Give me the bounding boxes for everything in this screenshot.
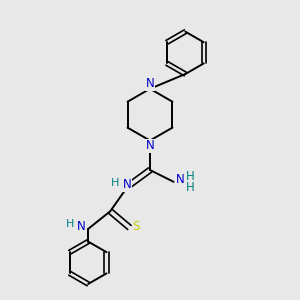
Text: H: H <box>66 220 75 230</box>
Text: N: N <box>123 178 131 191</box>
Text: N: N <box>146 77 154 90</box>
Text: N: N <box>176 173 184 186</box>
Text: N: N <box>77 220 86 233</box>
Text: S: S <box>132 220 140 233</box>
Text: H: H <box>186 181 195 194</box>
Text: N: N <box>146 140 154 152</box>
Text: H: H <box>186 170 195 183</box>
Text: H: H <box>110 178 119 188</box>
